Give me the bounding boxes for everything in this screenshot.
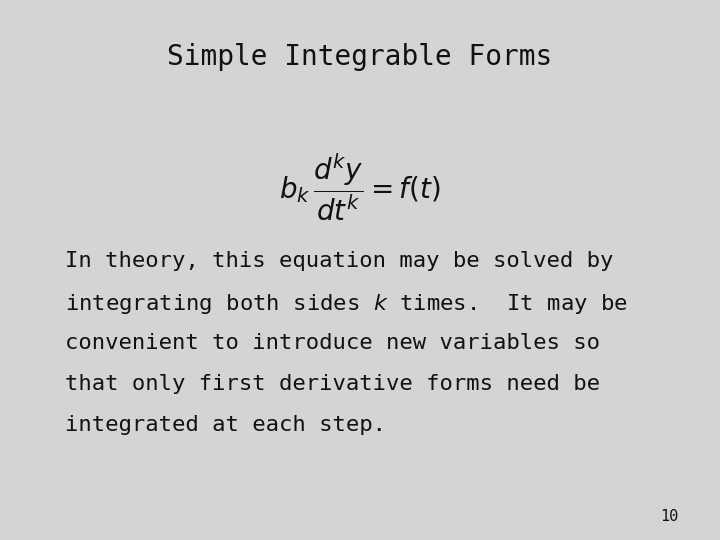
Text: 10: 10 (660, 509, 679, 524)
Text: Simple Integrable Forms: Simple Integrable Forms (167, 43, 553, 71)
Text: convenient to introduce new variables so: convenient to introduce new variables so (65, 333, 600, 353)
Text: integrated at each step.: integrated at each step. (65, 415, 386, 435)
Text: that only first derivative forms need be: that only first derivative forms need be (65, 374, 600, 394)
Text: $b_k \, \dfrac{d^k y}{dt^k} = f(t)$: $b_k \, \dfrac{d^k y}{dt^k} = f(t)$ (279, 151, 441, 223)
Text: In theory, this equation may be solved by: In theory, this equation may be solved b… (65, 251, 613, 271)
Text: integrating both sides $k$ times.  It may be: integrating both sides $k$ times. It may… (65, 292, 628, 316)
